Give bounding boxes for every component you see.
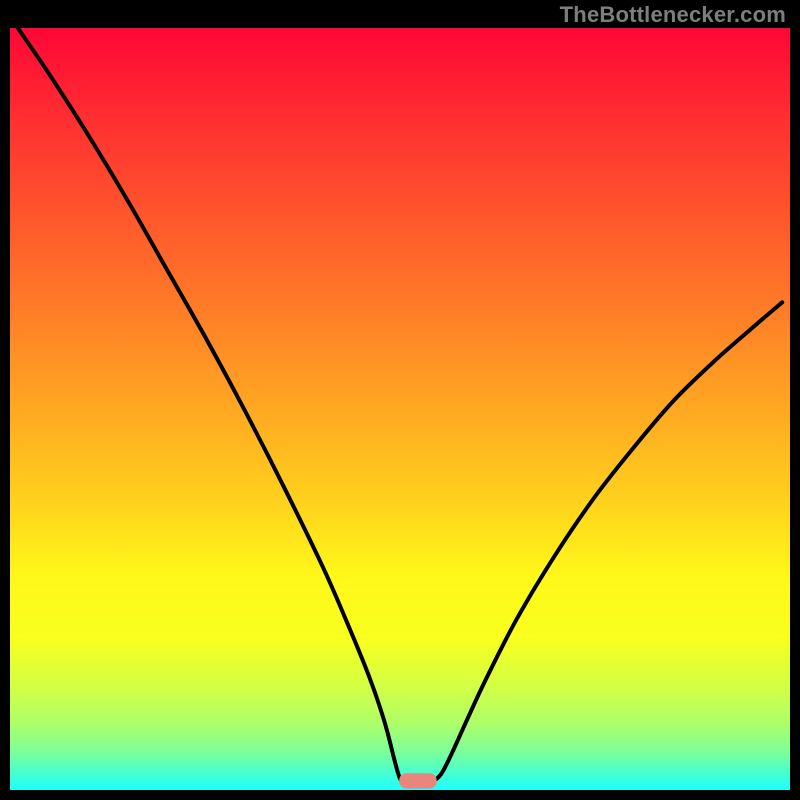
plot-area bbox=[10, 28, 790, 790]
watermark-text: TheBottlenecker.com bbox=[560, 2, 786, 28]
gradient-background bbox=[10, 28, 790, 790]
chart-frame: TheBottlenecker.com bbox=[0, 0, 800, 800]
chart-svg bbox=[10, 28, 790, 790]
optimal-marker bbox=[399, 773, 436, 788]
